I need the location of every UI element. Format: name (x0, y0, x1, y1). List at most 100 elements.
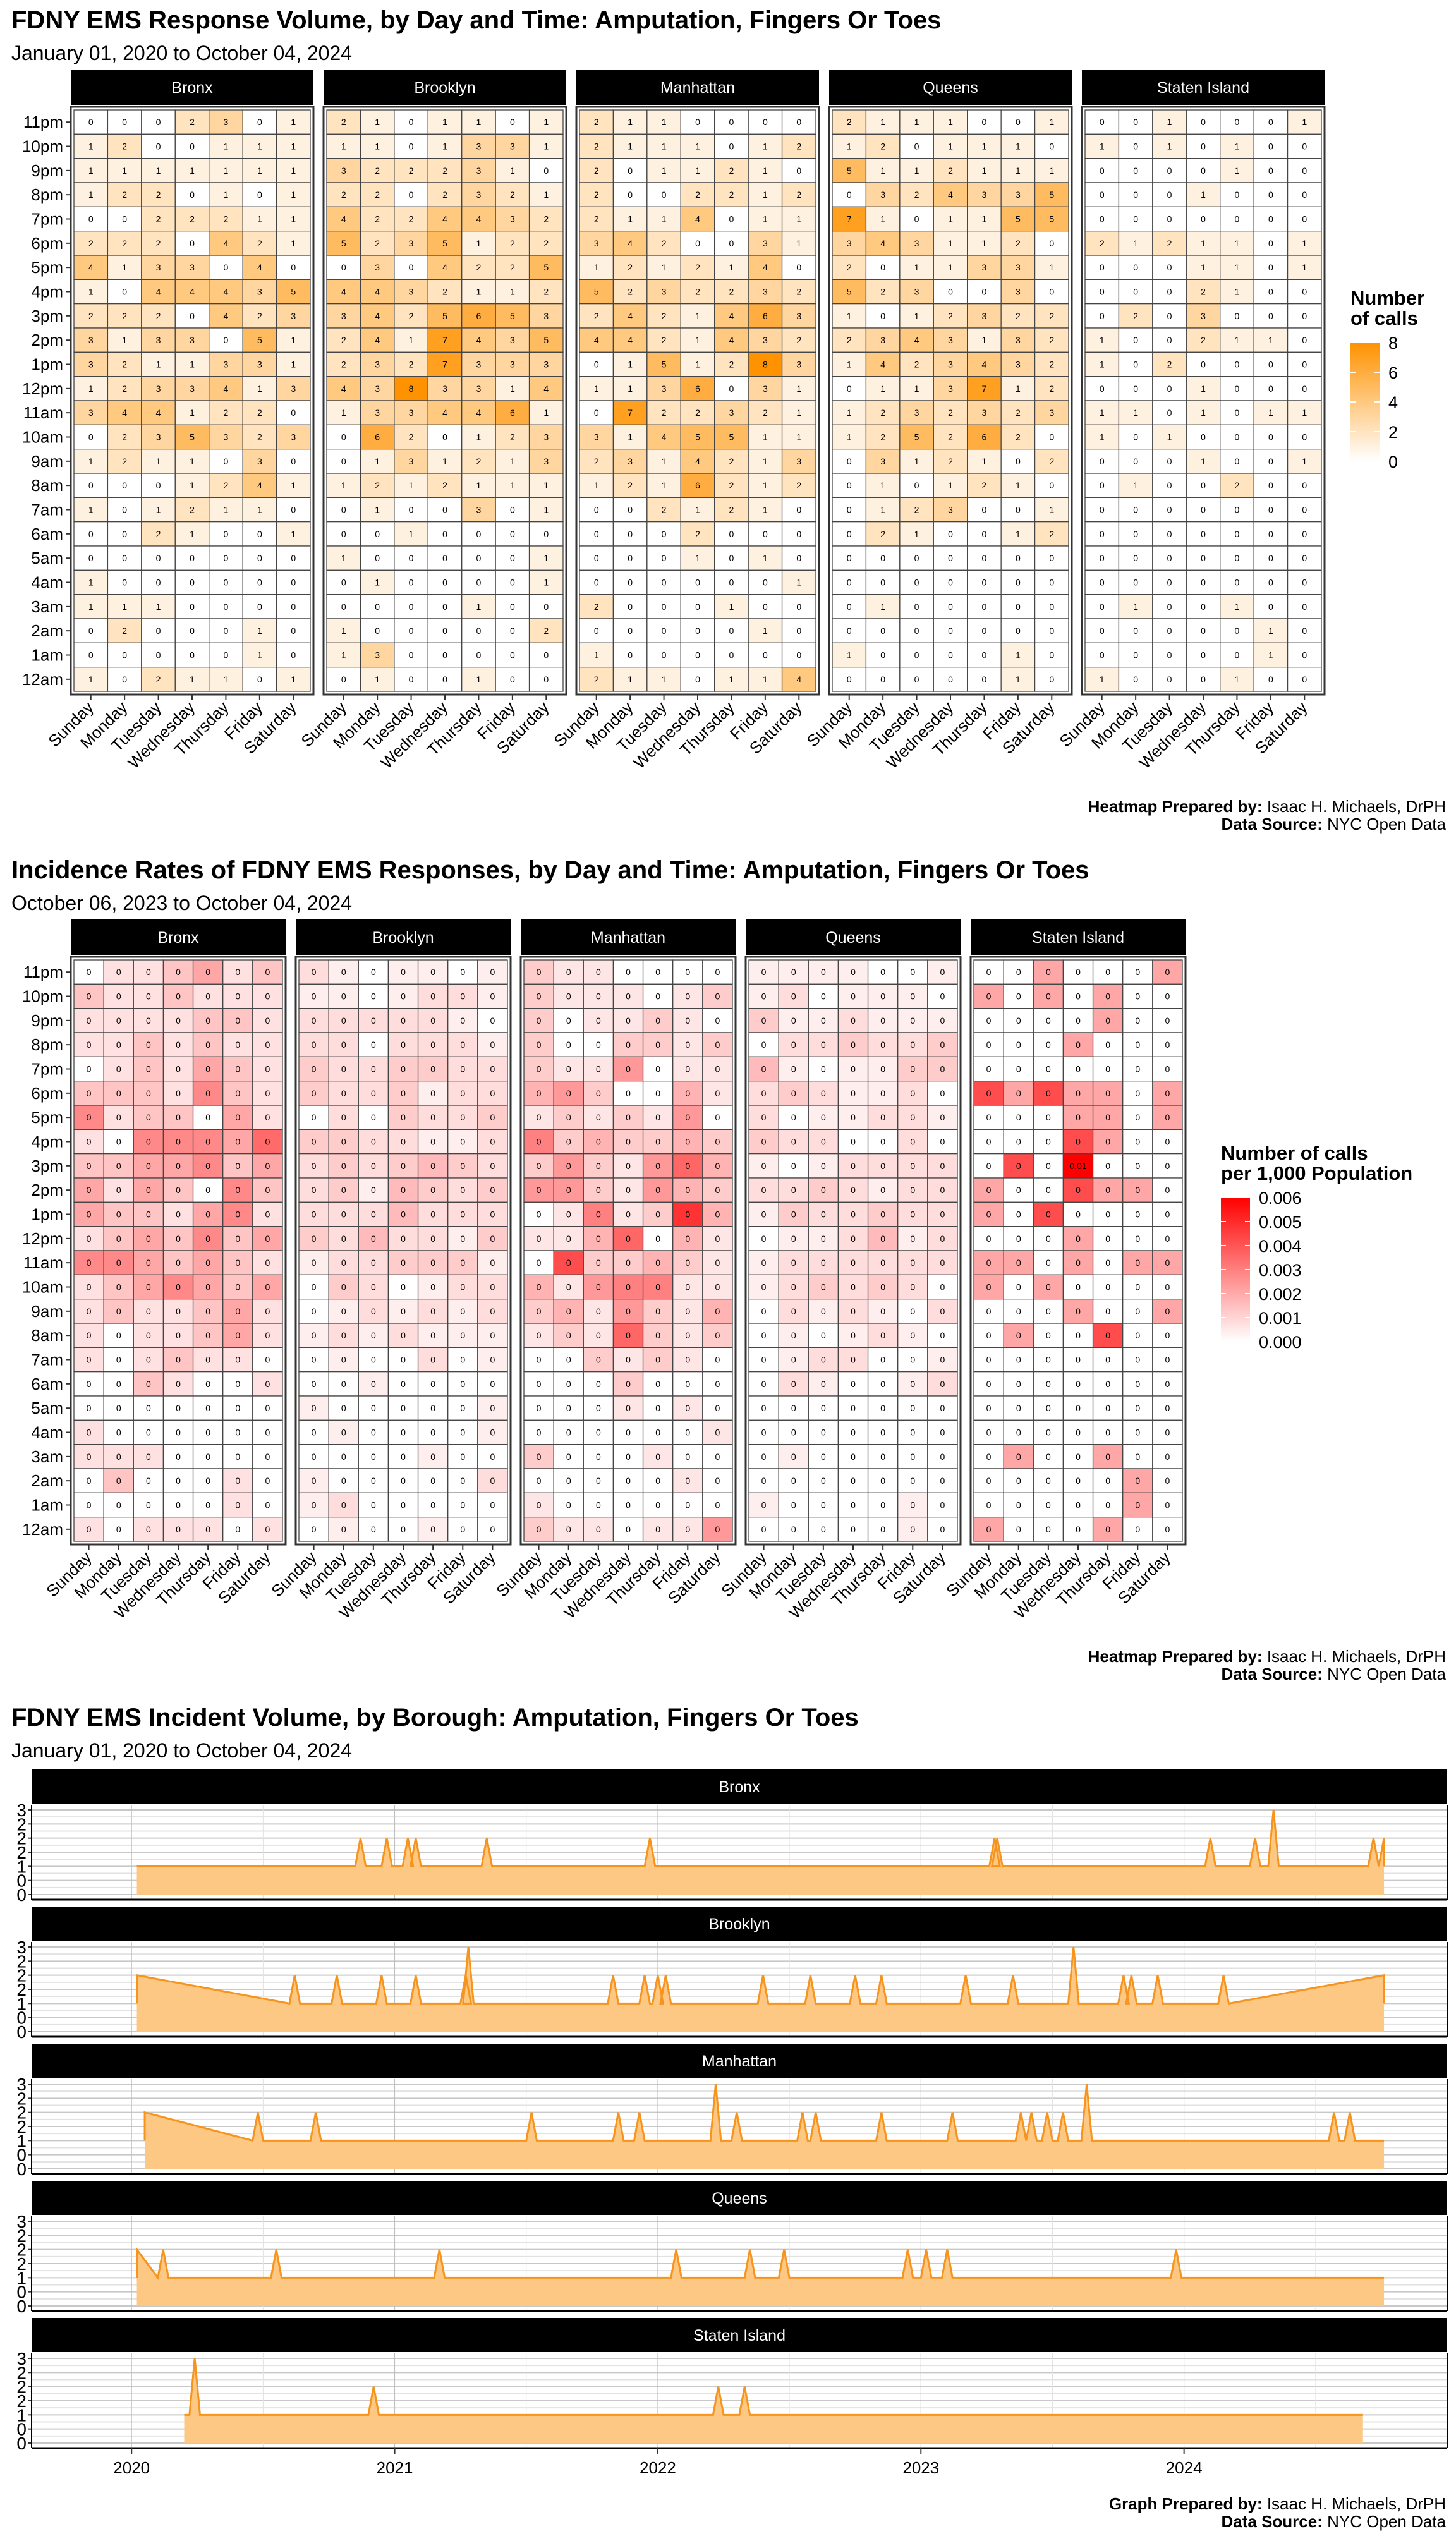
cell-label: 0 (401, 1476, 406, 1486)
heatmap-cell (107, 376, 142, 401)
cell-label: 0 (655, 1379, 660, 1389)
cell-label: 4 (341, 287, 346, 297)
cell-label: 0 (685, 1112, 690, 1122)
cell-label: 0 (537, 1210, 542, 1220)
cell-label: 0 (146, 1258, 151, 1268)
heatmap-cell (328, 1444, 359, 1469)
cell-label: 0 (205, 1234, 210, 1244)
cell-label: 0 (1016, 1452, 1021, 1462)
heatmap-cell (1003, 1444, 1034, 1469)
cell-label: 0 (655, 1040, 660, 1050)
heatmap-cell (252, 1177, 283, 1203)
heatmap-cell (714, 594, 749, 619)
heatmap-cell (427, 158, 463, 183)
cell-label: 0 (685, 1137, 690, 1147)
cell-label: 0 (401, 1234, 406, 1244)
heatmap-cell (897, 1371, 928, 1397)
heatmap-cell (865, 133, 901, 159)
cell-label: 0 (761, 1137, 767, 1147)
cell-label: 0 (1135, 1234, 1140, 1244)
heatmap-cell (276, 594, 311, 619)
heatmap-cell (1152, 1492, 1183, 1518)
heatmap-cell (1220, 206, 1254, 232)
heatmap-cell (1000, 424, 1036, 450)
heatmap-cell (222, 1056, 253, 1082)
heatmap-cell (899, 642, 934, 668)
cell-label: 1 (982, 456, 987, 466)
cell-label: 0 (940, 1234, 945, 1244)
heatmap-cell (612, 424, 648, 450)
heatmap-cell (192, 1395, 224, 1421)
cell-label: 1 (982, 214, 987, 224)
heatmap-cell (612, 1395, 644, 1421)
cell-label: 0 (537, 1452, 542, 1462)
cell-label: 0 (205, 1403, 210, 1413)
heatmap-cell (73, 1395, 104, 1421)
cell-label: 2 (594, 456, 599, 466)
cell-label: 5 (847, 166, 852, 176)
heatmap-cell (927, 1250, 958, 1275)
heatmap-cell (612, 1299, 644, 1324)
cell-label: 0 (430, 1403, 435, 1413)
cell-label: 0 (1268, 262, 1273, 272)
cell-label: 0 (87, 1282, 92, 1292)
cell-label: 1 (291, 238, 296, 248)
heatmap-cell (276, 133, 311, 159)
heatmap-cell (326, 449, 361, 474)
cell-label: 5 (594, 287, 599, 297)
cell-label: 0 (1201, 553, 1206, 563)
cell-label: 1 (914, 166, 919, 176)
cell-label: 1 (543, 480, 549, 490)
cell-label: 1 (763, 505, 768, 515)
heatmap-cell (832, 133, 867, 159)
cell-label: 1 (291, 117, 296, 127)
cell-label: 1 (1201, 262, 1206, 272)
heatmap-cell (192, 1299, 224, 1324)
heatmap-cell (141, 182, 176, 207)
cell-label: 0 (791, 1428, 796, 1438)
cell-label: 1 (695, 142, 700, 152)
cell-label: 0 (847, 578, 852, 588)
cell-label: 0 (1076, 1403, 1081, 1413)
cell-label: 1 (1016, 650, 1021, 660)
cell-label: 3 (662, 384, 667, 394)
cell-label: 0 (982, 287, 987, 297)
heatmap-cell (358, 1177, 389, 1203)
cell-label: 3 (375, 262, 380, 272)
cell-label: 6 (763, 311, 768, 321)
heatmap-cell (477, 1468, 508, 1493)
heatmap-cell (528, 376, 564, 401)
heatmap-cell (107, 182, 142, 207)
y-tick-label: 1 (16, 2131, 27, 2151)
heatmap-cell (702, 1056, 733, 1082)
cell-label: 0 (146, 1185, 151, 1195)
y-tick-label: 4am (31, 1423, 63, 1442)
cell-label: 2 (948, 311, 953, 321)
heatmap-cell (646, 133, 681, 159)
cell-label: 1 (763, 553, 768, 563)
heatmap-cell (579, 109, 614, 135)
heatmap-cell (837, 1201, 869, 1227)
heatmap-cell (1062, 1056, 1094, 1082)
cell-label: 0 (1235, 505, 1240, 515)
cell-label: 0 (715, 1306, 720, 1316)
heatmap-cell (73, 400, 109, 425)
cell-label: 0 (291, 262, 296, 272)
cell-label: 0 (409, 674, 414, 684)
heatmap-cell (427, 279, 463, 305)
cell-label: 0 (460, 1040, 465, 1050)
cell-label: 0 (1167, 650, 1172, 660)
cell-label: 0 (87, 1112, 92, 1122)
cell-label: 0 (460, 992, 465, 1002)
heatmap-cell (447, 1056, 478, 1082)
cell-label: 3 (375, 408, 380, 418)
cell-label: 0 (1105, 1040, 1110, 1050)
cell-label: 0 (695, 602, 700, 612)
cell-label: 0 (409, 553, 414, 563)
cell-label: 0 (537, 1428, 542, 1438)
cell-label: 5 (442, 311, 447, 321)
cell-label: 1 (1302, 238, 1307, 248)
source: NYC Open Data (1327, 1665, 1446, 1684)
cell-label: 1 (1049, 505, 1054, 515)
cell-label: 0 (1165, 1210, 1170, 1220)
